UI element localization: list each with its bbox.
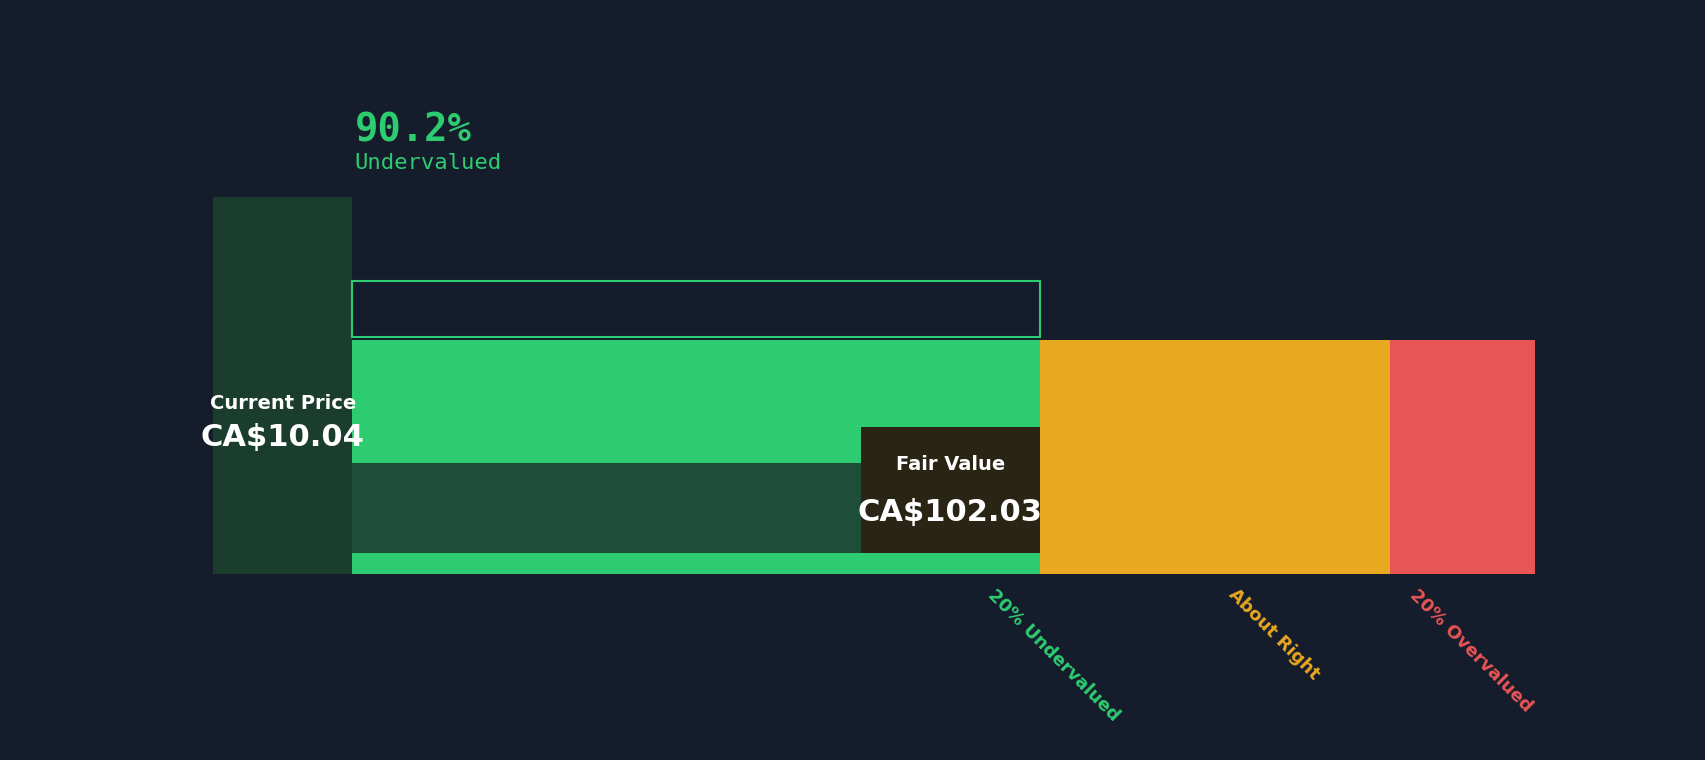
Bar <box>213 197 351 574</box>
Bar <box>213 361 1038 463</box>
Bar <box>1038 340 1390 361</box>
Bar <box>213 463 1038 553</box>
Bar <box>1390 553 1534 574</box>
Text: About Right: About Right <box>1224 586 1323 684</box>
Bar <box>213 553 1038 574</box>
Text: Fair Value: Fair Value <box>895 455 1004 474</box>
Bar <box>1038 553 1390 574</box>
Text: 20% Overvalued: 20% Overvalued <box>1405 586 1534 715</box>
Text: Current Price: Current Price <box>210 394 356 413</box>
Bar <box>861 427 1038 553</box>
Text: CA$10.04: CA$10.04 <box>201 423 365 451</box>
Bar <box>1390 361 1534 463</box>
Bar <box>1390 340 1534 361</box>
Bar <box>1038 361 1390 463</box>
Text: 20% Undervalued: 20% Undervalued <box>984 586 1122 724</box>
Bar <box>1390 463 1534 553</box>
Bar <box>1038 463 1390 553</box>
Bar <box>351 281 1038 337</box>
Text: CA$102.03: CA$102.03 <box>858 499 1042 527</box>
Text: Undervalued: Undervalued <box>355 153 501 173</box>
Bar <box>213 340 1038 361</box>
Text: 90.2%: 90.2% <box>355 112 471 150</box>
